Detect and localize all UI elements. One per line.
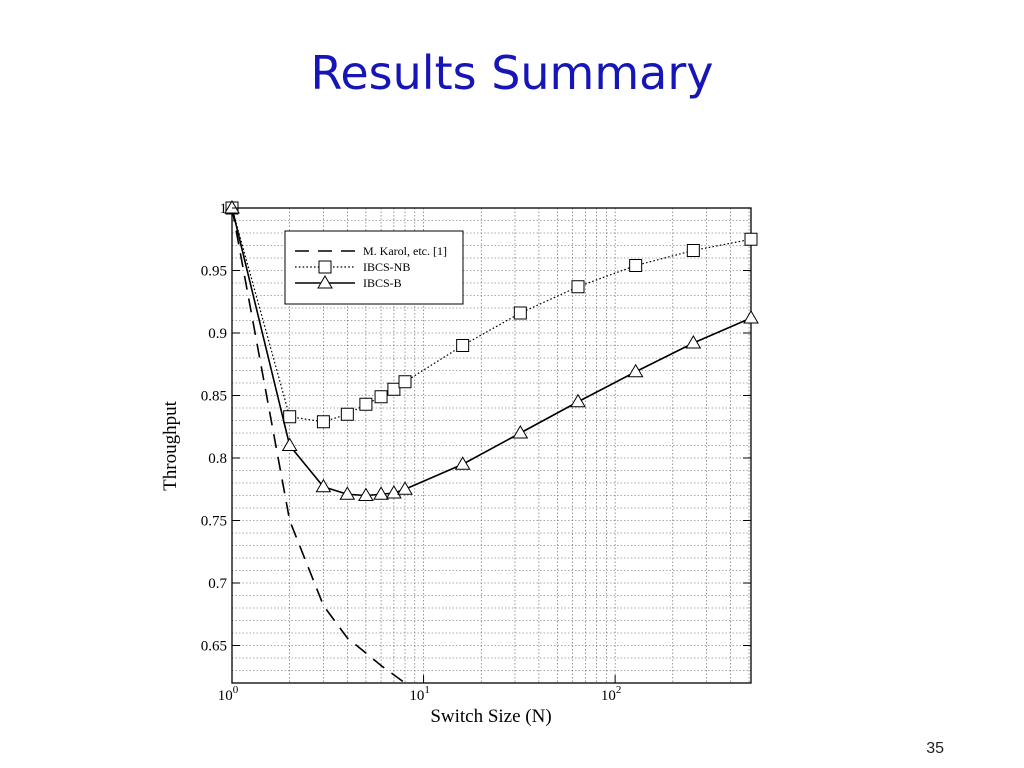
data-point-square [340, 407, 354, 421]
data-point-triangle [224, 200, 240, 214]
series-line [231, 207, 406, 684]
chart-legend: M. Karol, etc. [1] IBCS-NB IBCS-B [284, 230, 464, 305]
y-tick-label: 0.8 [208, 451, 227, 467]
slide-title: Results Summary [310, 46, 714, 100]
x-tick-label: 101 [409, 684, 430, 704]
data-point-triangle [743, 310, 759, 324]
data-point-square [374, 390, 388, 404]
x-axis-title: Switch Size (N) [430, 706, 551, 727]
data-point-square [283, 410, 297, 424]
data-point-square [513, 306, 527, 320]
legend-label: M. Karol, etc. [1] [363, 244, 447, 258]
y-tick-label: 0.75 [201, 514, 227, 530]
slide-number: 35 [926, 740, 944, 757]
legend-marker [318, 260, 332, 274]
series-ibcs-nb [225, 201, 758, 429]
data-point-square [359, 397, 373, 411]
chart-axes: 1 0.95 0.9 0.85 0.8 0.75 0.7 0.65 100 101 102 [201, 201, 751, 704]
legend-label: IBCS-B [363, 276, 402, 290]
chart-grid [232, 208, 751, 683]
data-point-triangle [397, 481, 413, 495]
data-point-triangle [512, 425, 529, 439]
data-point-square [387, 382, 401, 396]
plot-frame [231, 207, 752, 684]
y-axis-title: Throughput [160, 400, 181, 490]
legend-marker [317, 275, 333, 289]
data-point-triangle [386, 485, 402, 499]
data-point-triangle [339, 486, 356, 500]
data-point-square [744, 232, 758, 246]
y-tick-label: 0.9 [208, 326, 227, 342]
data-point-triangle [627, 363, 644, 378]
y-tick-label: 0.95 [201, 264, 227, 280]
data-point-triangle [373, 486, 389, 500]
y-tick-label: 0.65 [201, 639, 227, 655]
x-tick-label: 102 [601, 684, 622, 704]
chart-series [224, 200, 759, 684]
y-tick-label: 1 [220, 201, 228, 217]
data-point-triangle [454, 456, 471, 470]
y-tick-label: 0.7 [208, 576, 227, 592]
x-tick-label: 100 [218, 684, 239, 704]
data-point-square [456, 339, 470, 352]
data-point-square [398, 375, 412, 389]
data-point-square [686, 244, 700, 257]
data-point-triangle [315, 478, 332, 493]
data-point-triangle [570, 393, 586, 408]
data-point-triangle [685, 335, 702, 349]
data-point-triangle [358, 487, 374, 501]
data-point-square [571, 280, 585, 294]
series-karol [231, 207, 406, 684]
data-point-triangle [281, 437, 298, 451]
data-point-square [316, 415, 330, 429]
legend-label: IBCS-NB [363, 260, 410, 274]
data-point-square [629, 259, 643, 272]
y-tick-label: 0.85 [201, 389, 227, 405]
series-ibcs-b [224, 200, 759, 501]
